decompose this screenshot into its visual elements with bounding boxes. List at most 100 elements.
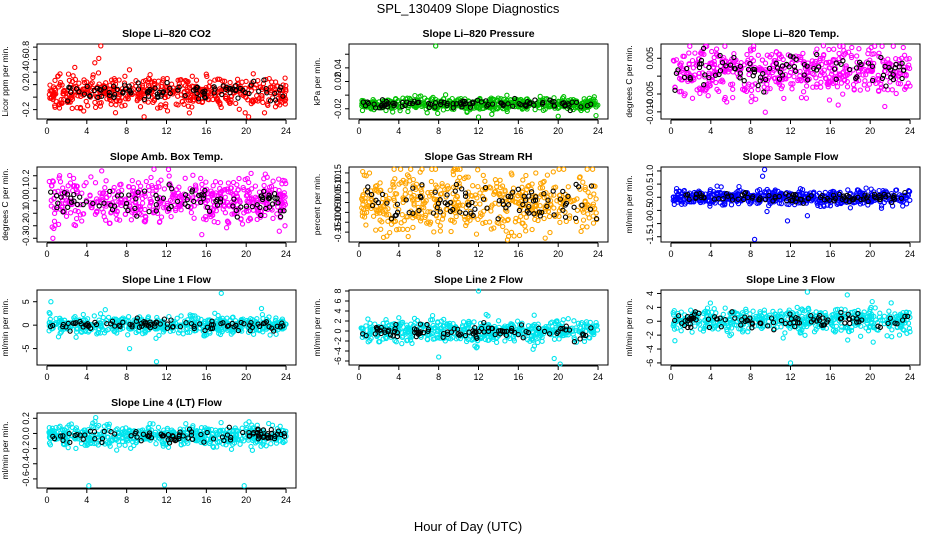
data-point bbox=[154, 105, 161, 111]
highlight-point bbox=[777, 69, 784, 75]
highlight-point bbox=[98, 87, 104, 93]
data-point bbox=[254, 205, 261, 211]
data-point bbox=[143, 178, 149, 185]
x-tick-label: 24 bbox=[281, 126, 291, 136]
data-point bbox=[489, 111, 495, 117]
data-point bbox=[121, 80, 128, 86]
data-point bbox=[276, 176, 282, 182]
outlier-point bbox=[473, 231, 480, 237]
panel-title: Slope Line 2 Flow bbox=[434, 274, 524, 286]
data-point bbox=[158, 177, 164, 183]
data-point bbox=[228, 185, 234, 191]
highlight-point bbox=[675, 67, 681, 73]
highlight-point bbox=[472, 206, 478, 212]
highlight-point bbox=[485, 102, 491, 108]
highlight-point bbox=[152, 85, 158, 91]
highlight-point bbox=[776, 76, 783, 82]
data-point bbox=[407, 190, 413, 196]
data-point bbox=[245, 208, 252, 214]
highlight-point bbox=[560, 188, 566, 195]
highlight-point bbox=[539, 101, 546, 107]
data-point bbox=[672, 84, 678, 90]
data-point bbox=[854, 59, 860, 65]
data-point bbox=[239, 221, 246, 227]
data-point bbox=[686, 61, 692, 68]
data-point bbox=[690, 65, 697, 71]
highlight-point bbox=[571, 204, 577, 210]
x-tick-label: 20 bbox=[241, 372, 251, 382]
data-point bbox=[122, 73, 128, 79]
figure-x-label: Hour of Day (UTC) bbox=[414, 519, 522, 534]
outlier-point bbox=[820, 43, 827, 49]
data-point bbox=[593, 210, 599, 216]
data-point bbox=[746, 71, 752, 78]
data-point bbox=[203, 71, 209, 77]
y-axis-label: Licor ppm per min. bbox=[0, 46, 10, 116]
highlight-point bbox=[414, 99, 421, 106]
outlier-point bbox=[282, 223, 288, 229]
data-point bbox=[214, 95, 220, 101]
data-point bbox=[90, 74, 96, 81]
data-point bbox=[145, 183, 152, 190]
data-point bbox=[97, 103, 104, 109]
data-point bbox=[889, 87, 895, 93]
highlight-point bbox=[847, 66, 853, 73]
highlight-point bbox=[438, 99, 444, 105]
scatter-points bbox=[46, 43, 289, 120]
outlier-point bbox=[126, 345, 133, 352]
data-point bbox=[233, 100, 239, 107]
data-point bbox=[102, 307, 108, 313]
data-point bbox=[866, 81, 873, 87]
data-point bbox=[227, 100, 233, 106]
highlight-point bbox=[202, 95, 208, 101]
x-tick-label: 0 bbox=[356, 372, 361, 382]
data-point bbox=[586, 95, 593, 101]
data-point bbox=[790, 81, 796, 87]
data-point bbox=[713, 46, 720, 52]
data-point bbox=[57, 82, 63, 88]
highlight-point bbox=[458, 101, 464, 107]
highlight-point bbox=[532, 97, 538, 103]
highlight-point bbox=[276, 87, 283, 93]
highlight-point bbox=[444, 102, 450, 109]
data-point bbox=[226, 220, 232, 226]
highlight-point bbox=[211, 84, 217, 90]
highlight-point bbox=[737, 75, 743, 81]
highlight-point bbox=[407, 100, 413, 107]
data-point bbox=[51, 218, 58, 224]
y-tick-label: 0.15 bbox=[333, 164, 343, 182]
data-point bbox=[210, 212, 216, 218]
data-point bbox=[504, 97, 510, 104]
data-point bbox=[897, 61, 903, 67]
highlight-point bbox=[723, 63, 729, 69]
data-point bbox=[270, 178, 276, 184]
data-point bbox=[88, 174, 94, 180]
data-point bbox=[759, 67, 766, 73]
y-tick-label: 0.005 bbox=[645, 47, 655, 70]
data-point bbox=[56, 102, 62, 108]
y-tick-label: 0.0 bbox=[21, 194, 31, 207]
outlier-point bbox=[218, 290, 224, 296]
outlier-point bbox=[50, 235, 56, 241]
y-axis-label: ml/min per min. bbox=[0, 298, 10, 356]
data-point bbox=[260, 84, 266, 91]
outlier-point bbox=[164, 108, 171, 114]
data-point bbox=[904, 56, 910, 62]
y-axis-label: ml/min per min. bbox=[624, 175, 634, 233]
panel-4: Slope Amb. Box Temp.degrees C per min.0 4… bbox=[0, 151, 297, 259]
highlight-point bbox=[111, 94, 117, 100]
y-tick-label: -0.1 bbox=[21, 205, 31, 221]
data-point bbox=[265, 102, 271, 109]
data-point bbox=[686, 50, 692, 56]
data-point bbox=[437, 223, 443, 229]
data-point bbox=[122, 211, 129, 217]
highlight-point bbox=[562, 214, 569, 220]
data-point bbox=[101, 214, 107, 220]
data-point bbox=[95, 70, 102, 76]
data-point bbox=[405, 108, 411, 115]
x-tick-label: 20 bbox=[865, 126, 875, 136]
data-point bbox=[707, 83, 713, 89]
highlight-point bbox=[549, 98, 555, 105]
data-point bbox=[410, 224, 416, 231]
highlight-point bbox=[755, 82, 761, 89]
